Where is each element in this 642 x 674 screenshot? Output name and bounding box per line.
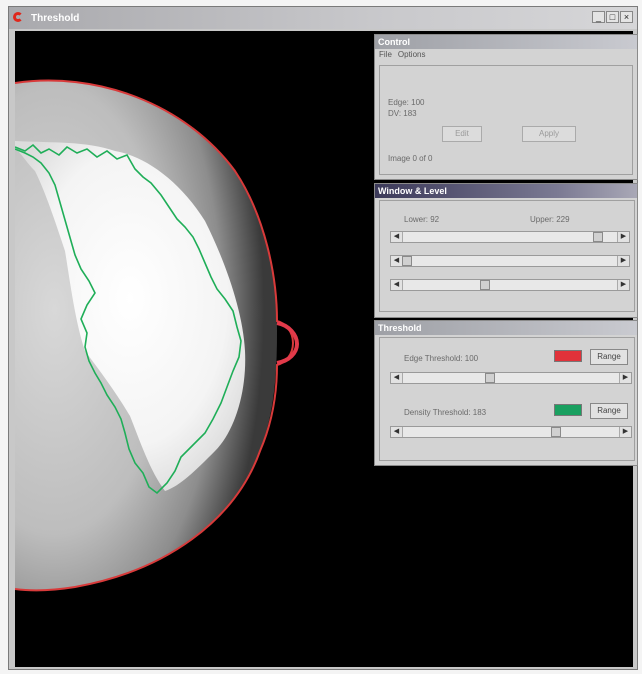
control-panel-title: Control (375, 35, 637, 49)
edge-color-swatch (554, 350, 582, 362)
edge-value-text: Edge: 100 (388, 98, 425, 107)
threshold-panel: Threshold Edge Threshold: 100 Range ◀ ▶ … (374, 320, 638, 466)
minimize-button[interactable]: _ (592, 11, 605, 23)
control-panel: Control File Options Edge: 100 DV: 183 E… (374, 34, 638, 180)
app-logo-icon (13, 11, 27, 25)
control-button-1[interactable]: Edit (442, 126, 482, 142)
dv-value-text: DV: 183 (388, 109, 417, 118)
scroll-left-icon[interactable]: ◀ (391, 280, 403, 290)
edge-threshold-label: Edge Threshold: 100 (404, 354, 479, 363)
window-level-title: Window & Level (375, 184, 637, 198)
upper-slider[interactable]: ◀ ▶ (390, 255, 630, 267)
nipple-marker (276, 321, 300, 365)
scroll-right-icon[interactable]: ▶ (619, 373, 631, 383)
density-color-swatch (554, 404, 582, 416)
image-index-text: Image 0 of 0 (388, 154, 433, 163)
window-title: Threshold (31, 12, 80, 24)
control-button-2[interactable]: Apply (522, 126, 576, 142)
density-contour (15, 143, 242, 495)
maximize-button[interactable]: □ (606, 11, 619, 23)
window-level-inner-frame: Lower: 92 Upper: 229 ◀ ▶ ◀ ▶ ◀ ▶ (379, 200, 635, 312)
slider-thumb[interactable] (485, 373, 495, 383)
close-button[interactable]: × (620, 11, 633, 23)
control-inner-frame: Edge: 100 DV: 183 Edit Apply Image 0 of … (379, 65, 633, 175)
scroll-right-icon[interactable]: ▶ (617, 280, 629, 290)
level-slider[interactable]: ◀ ▶ (390, 279, 630, 291)
density-range-button[interactable]: Range (590, 403, 628, 419)
window-level-panel: Window & Level Lower: 92 Upper: 229 ◀ ▶ … (374, 183, 638, 318)
lower-label: Lower: 92 (404, 215, 440, 224)
scroll-right-icon[interactable]: ▶ (619, 427, 631, 437)
slider-thumb[interactable] (593, 232, 603, 242)
lower-slider[interactable]: ◀ ▶ (390, 231, 630, 243)
menu-options[interactable]: Options (397, 50, 426, 59)
dense-region (15, 141, 246, 491)
control-menubar: File Options (375, 49, 637, 61)
density-threshold-label: Density Threshold: 183 (404, 408, 487, 417)
menu-file[interactable]: File (379, 50, 392, 59)
window-controls: _ □ × (592, 11, 633, 23)
title-bar[interactable]: Threshold _ □ × (9, 7, 637, 29)
edge-threshold-slider[interactable]: ◀ ▶ (390, 372, 632, 384)
scroll-left-icon[interactable]: ◀ (391, 427, 403, 437)
edge-contour (15, 79, 295, 592)
scroll-right-icon[interactable]: ▶ (617, 232, 629, 242)
scroll-left-icon[interactable]: ◀ (391, 373, 403, 383)
slider-thumb[interactable] (480, 280, 490, 290)
edge-range-button[interactable]: Range (590, 349, 628, 365)
threshold-inner-frame: Edge Threshold: 100 Range ◀ ▶ Density Th… (379, 337, 635, 461)
density-threshold-slider[interactable]: ◀ ▶ (390, 426, 632, 438)
scroll-right-icon[interactable]: ▶ (617, 256, 629, 266)
threshold-title: Threshold (375, 321, 637, 335)
slider-thumb[interactable] (551, 427, 561, 437)
slider-thumb[interactable] (402, 256, 412, 266)
upper-label: Upper: 229 (530, 215, 570, 224)
scroll-left-icon[interactable]: ◀ (391, 232, 403, 242)
